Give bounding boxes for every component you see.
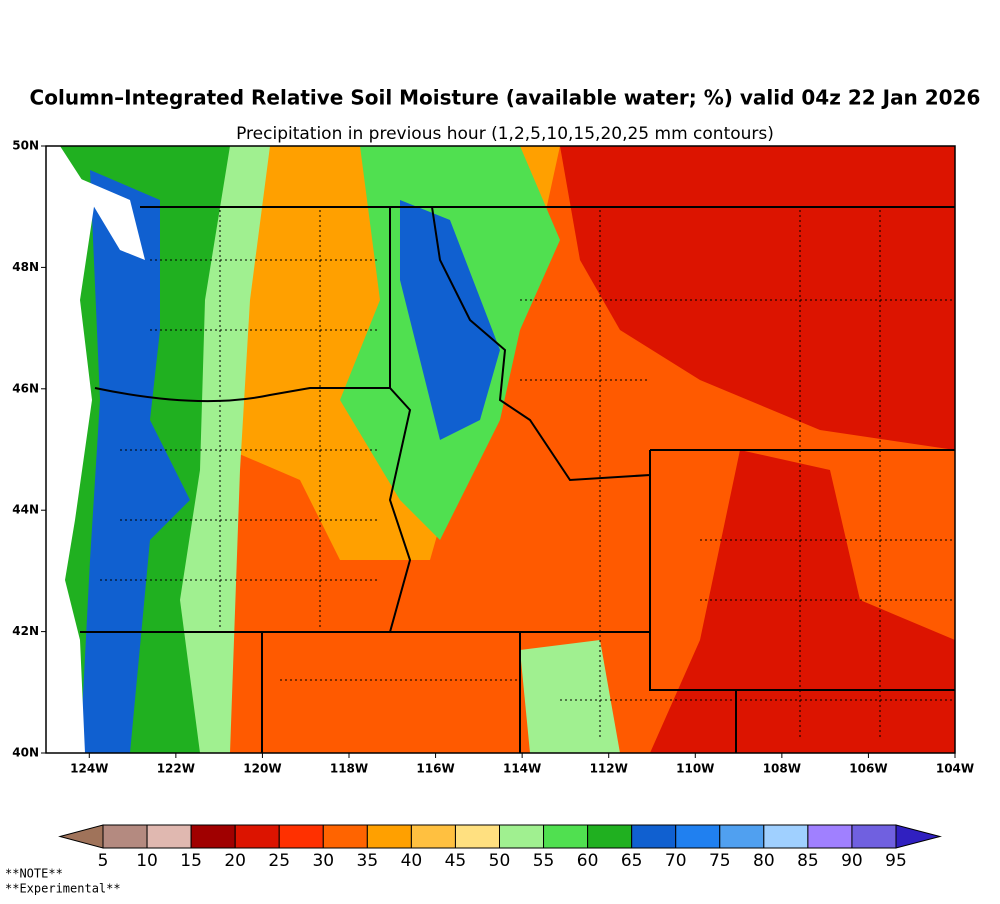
colorbar-label: 25 <box>268 851 290 871</box>
lon-tick-label: 104W <box>936 762 974 776</box>
colorbar-box <box>102 824 148 849</box>
light-green-region <box>520 640 620 753</box>
colorbar-box <box>410 824 456 849</box>
colorbar-label: 50 <box>489 851 511 871</box>
colorbar: 5 10 15 20 25 30 35 40 45 50 55 60 65 70 75 80 85 90 95 <box>58 824 942 871</box>
colorbar-label: 90 <box>841 851 863 871</box>
county-lines <box>100 210 955 740</box>
red-region <box>560 146 955 450</box>
colorbar-label: 75 <box>709 851 731 871</box>
colorbar-arrow <box>895 824 942 849</box>
colorbar-label: 35 <box>357 851 379 871</box>
colorbar-label: 85 <box>797 851 819 871</box>
colorbar-label: 30 <box>312 851 334 871</box>
map-frame <box>45 145 956 754</box>
colorbar-box <box>719 824 765 849</box>
map-ticks: 40N 42N 44N 46N 48N 50N 124W 122W 120W 118W 116W 11… <box>12 139 974 776</box>
blue-region <box>400 200 500 440</box>
lon-tick-label: 106W <box>849 762 887 776</box>
state-borders <box>80 206 955 753</box>
colorbar-box <box>278 824 324 849</box>
colorbar-box <box>499 824 545 849</box>
map <box>45 145 956 754</box>
lon-tick-label: 118W <box>330 762 368 776</box>
lon-tick-label: 108W <box>763 762 801 776</box>
note: **NOTE** <box>5 867 63 881</box>
blue-region <box>80 170 190 753</box>
colorbar-box <box>234 824 280 849</box>
colorbar-box <box>146 824 192 849</box>
lat-tick-label: 40N <box>12 746 39 760</box>
colorbar-box <box>851 824 897 849</box>
colorbar-box <box>454 824 501 849</box>
colorbar-label: 40 <box>401 851 423 871</box>
colorbar-label: 95 <box>885 851 907 871</box>
lat-tick-label: 46N <box>12 381 39 395</box>
ocean <box>46 146 95 753</box>
colorbar-label: 5 <box>98 851 109 871</box>
lon-tick-label: 112W <box>590 762 628 776</box>
title: Column–Integrated Relative Soil Moisture… <box>30 86 981 110</box>
colorbar-box <box>631 824 677 849</box>
colorbar-box <box>322 824 368 849</box>
colorbar-label: 80 <box>753 851 775 871</box>
lat-tick-label: 42N <box>12 624 39 638</box>
colorbar-label: 65 <box>621 851 643 871</box>
colorbar-box <box>543 824 589 849</box>
colorbar-box <box>763 824 809 849</box>
note: **Experimental** <box>5 882 121 896</box>
lon-tick-label: 122W <box>157 762 195 776</box>
lat-tick-label: 44N <box>12 503 39 517</box>
colorbar-label: 60 <box>577 851 599 871</box>
colorbar-box <box>807 824 853 849</box>
lon-tick-label: 116W <box>416 762 454 776</box>
lon-tick-label: 114W <box>503 762 541 776</box>
red-region <box>650 450 955 753</box>
colorbar-label: 55 <box>533 851 555 871</box>
subtitle: Precipitation in previous hour (1,2,5,10… <box>236 124 774 144</box>
colorbar-box <box>366 824 412 849</box>
lat-tick-label: 50N <box>12 139 39 153</box>
colorbar-label: 10 <box>136 851 158 871</box>
colorbar-label: 70 <box>665 851 687 871</box>
lon-tick-label: 110W <box>676 762 714 776</box>
colorbar-box <box>587 824 633 849</box>
lat-tick-label: 48N <box>12 260 39 274</box>
lon-tick-label: 124W <box>70 762 108 776</box>
colorbar-label: 15 <box>180 851 202 871</box>
colorbar-box <box>675 824 721 849</box>
colorbar-label: 45 <box>445 851 467 871</box>
colorbar-label: 20 <box>224 851 246 871</box>
puget-sound <box>60 170 145 260</box>
lon-tick-label: 120W <box>243 762 281 776</box>
colorbar-box <box>190 824 236 849</box>
